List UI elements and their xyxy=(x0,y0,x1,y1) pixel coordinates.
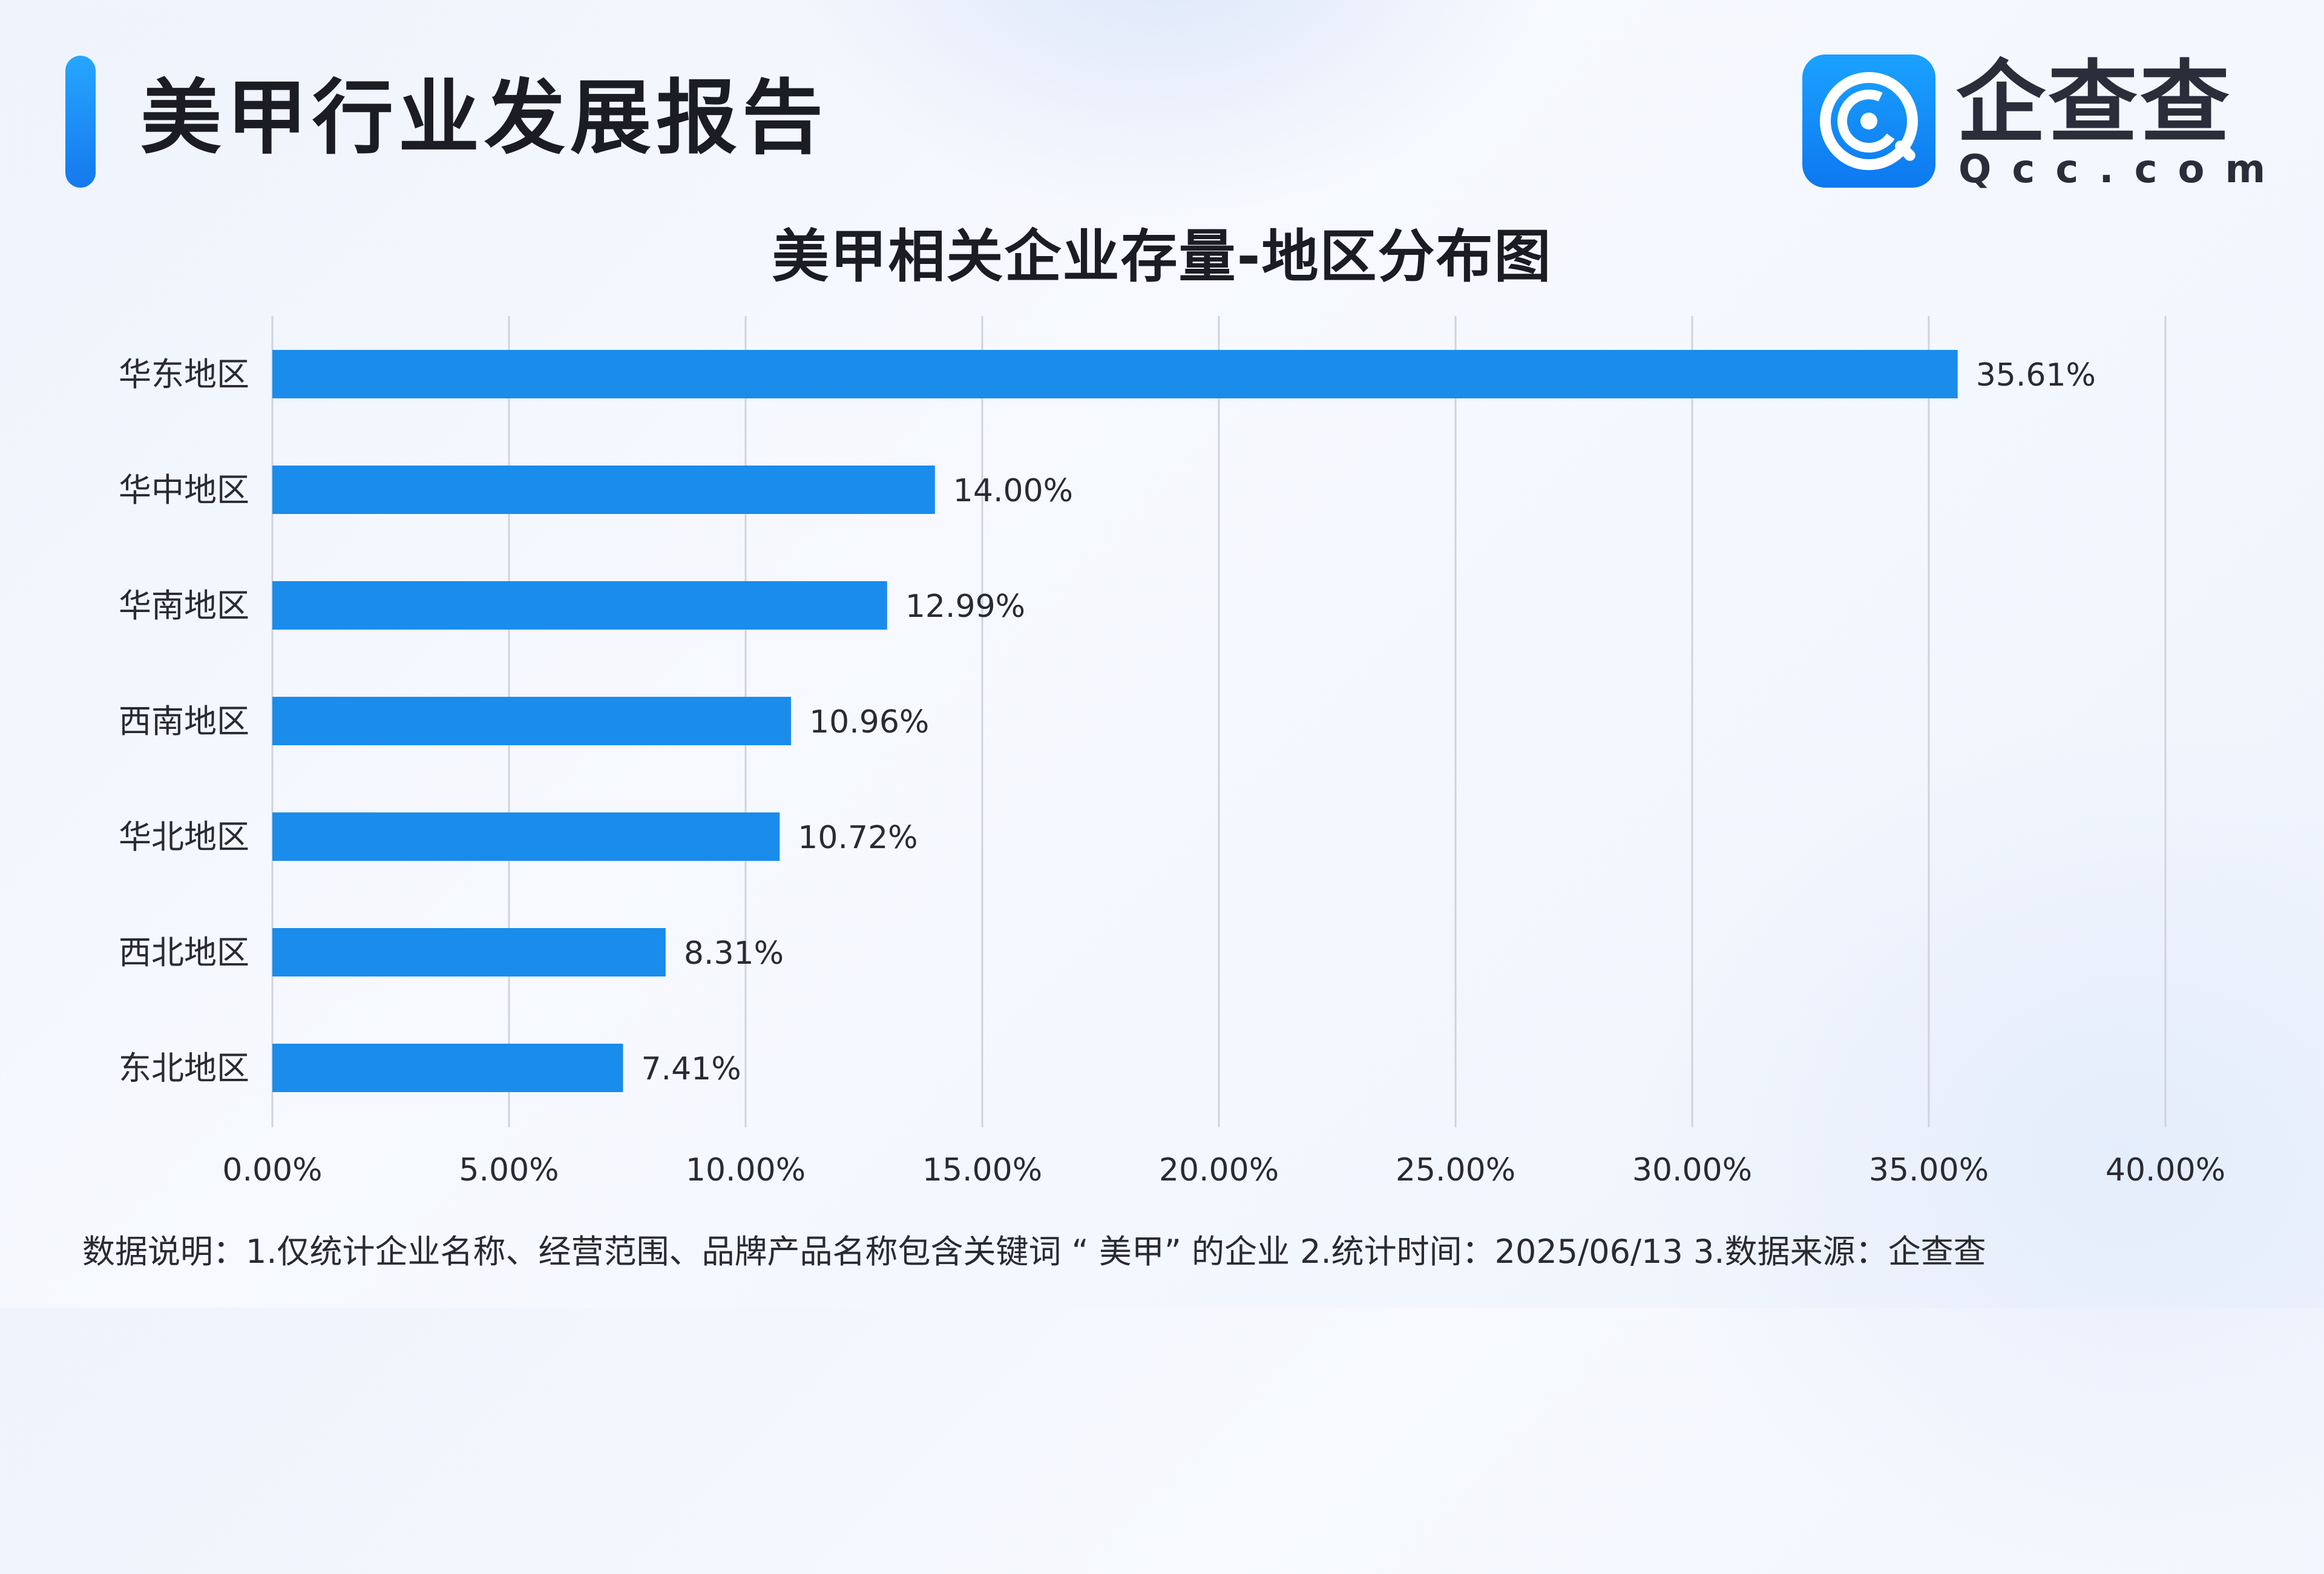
x-tick-label: 0.00% xyxy=(222,1152,322,1188)
bar-chart: 0.00% 5.00% 10.00% 15.00% 20.00% 25.00% 30.00%… xyxy=(119,316,2225,1188)
y-category-label: 东北地区 xyxy=(119,1049,249,1087)
bar xyxy=(272,581,887,630)
report-title: 美甲行业发展报告 xyxy=(140,71,829,165)
x-tick-label: 40.00% xyxy=(2106,1152,2225,1188)
logo-name: 企查查 xyxy=(1956,51,2232,155)
x-tick-label: 25.00% xyxy=(1396,1152,1515,1188)
y-category-label: 华东地区 xyxy=(119,355,249,394)
chart-title: 美甲相关企业存量-地区分布图 xyxy=(772,224,1552,290)
bar-value-label: 14.00% xyxy=(953,473,1073,509)
y-category-label: 华南地区 xyxy=(119,587,249,625)
bar-value-label: 7.41% xyxy=(641,1051,741,1087)
x-tick-label: 5.00% xyxy=(459,1152,559,1188)
qcc-logo-icon xyxy=(1802,54,1935,188)
x-tick-label: 30.00% xyxy=(1632,1152,1752,1188)
bar-value-label: 35.61% xyxy=(1976,357,2096,394)
bar xyxy=(272,812,780,861)
bar-value-label: 12.99% xyxy=(905,588,1025,625)
logo-domain: Qcc.com xyxy=(1958,147,2286,192)
y-category-label: 华北地区 xyxy=(119,818,249,856)
x-tick-label: 35.00% xyxy=(1869,1152,1989,1188)
x-tick-label: 10.00% xyxy=(686,1152,806,1188)
x-tick-label: 15.00% xyxy=(922,1152,1042,1188)
y-category-label: 华中地区 xyxy=(119,471,249,509)
y-category-label: 西南地区 xyxy=(119,702,249,740)
bar-value-label: 10.72% xyxy=(798,820,917,856)
bar xyxy=(272,1044,623,1092)
bar-value-label: 8.31% xyxy=(684,935,784,972)
bar xyxy=(272,466,935,514)
footnote: 数据说明：1.仅统计企业名称、经营范围、品牌产品名称包含关键词 “ 美甲” 的企… xyxy=(82,1233,1986,1271)
logo: 企查查 Qcc.com xyxy=(1802,51,2265,192)
bar-value-label: 10.96% xyxy=(809,704,929,740)
bar xyxy=(272,697,792,745)
bar xyxy=(272,928,666,976)
y-category-label: 西北地区 xyxy=(119,934,249,972)
bar xyxy=(272,350,1958,398)
header-accent-bar xyxy=(65,56,96,188)
x-tick-label: 20.00% xyxy=(1159,1152,1279,1188)
